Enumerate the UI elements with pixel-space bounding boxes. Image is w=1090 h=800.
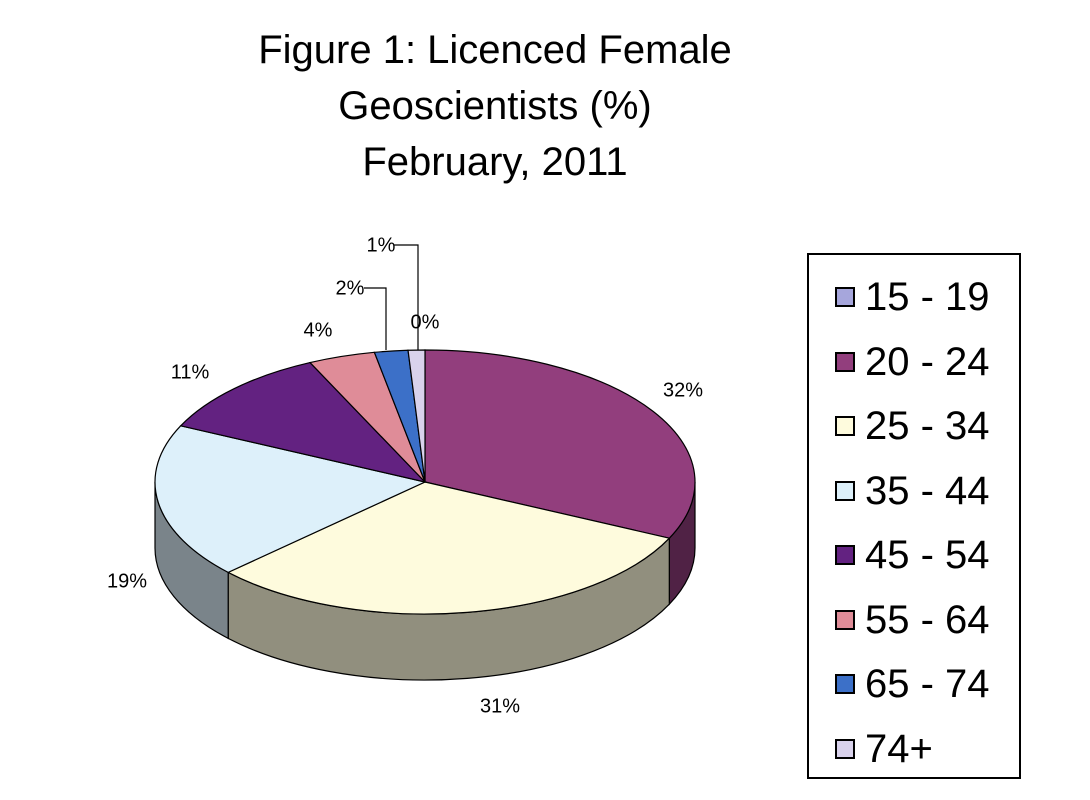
pie-label-45-54: 11% xyxy=(171,361,210,383)
legend-item-74: 74+ xyxy=(835,727,933,771)
pie-slice-74 xyxy=(407,349,426,483)
chart-title-line-2: Geoscientists (%) xyxy=(338,84,652,128)
pie-label-25-34: 31% xyxy=(480,695,520,717)
legend-label: 25 - 34 xyxy=(865,404,990,448)
pie-slice-45-54 xyxy=(179,361,427,484)
pie-labels: 0% 32% 31% 19% 11% 4%2%1% xyxy=(107,234,703,717)
pie-label-74: 1% xyxy=(367,234,396,256)
legend-label: 15 - 19 xyxy=(865,275,990,319)
chart-title-line-3: February, 2011 xyxy=(362,140,628,184)
pie-slice-25-34 xyxy=(226,481,671,615)
legend-item-35-44: 35 - 44 xyxy=(835,469,990,513)
pie-leader-lines xyxy=(364,244,419,350)
legend-label: 65 - 74 xyxy=(865,662,990,706)
legend-item-65-74: 65 - 74 xyxy=(835,662,990,706)
legend-swatch xyxy=(835,674,855,694)
pie-label-35-44: 19% xyxy=(107,570,147,592)
legend-item-45-54: 45 - 54 xyxy=(835,533,990,577)
pie-tops xyxy=(154,349,696,615)
pie-label-20-24: 32% xyxy=(663,379,703,401)
legend-label: 20 - 24 xyxy=(865,339,990,384)
pie-leader-65-74 xyxy=(364,287,387,350)
legend-swatch xyxy=(835,545,855,565)
legend-item-20-24: 20 - 24 xyxy=(835,340,990,384)
chart-title: Figure 1: Licenced Female Geoscientists … xyxy=(150,22,840,190)
legend-item-25-34: 25 - 34 xyxy=(835,404,990,448)
pie-label-55-64: 4% xyxy=(304,319,333,341)
legend-swatch xyxy=(835,416,855,436)
legend-item-55-64: 55 - 64 xyxy=(835,598,990,642)
legend-swatch xyxy=(835,480,855,501)
legend-swatch xyxy=(835,609,855,630)
legend-swatch xyxy=(835,287,855,307)
legend-label: 35 - 44 xyxy=(865,468,990,513)
chart-title-line-1: Figure 1: Licenced Female xyxy=(258,28,732,72)
pie-leader-74 xyxy=(394,244,419,350)
legend-swatch xyxy=(835,351,855,372)
legend-label: 55 - 64 xyxy=(865,597,990,642)
pie-slice-20-24 xyxy=(424,349,696,539)
legend-label: 45 - 54 xyxy=(865,533,990,577)
pie-label-65-74: 2% xyxy=(336,277,365,299)
pie-label-15-19: 0% xyxy=(411,311,440,333)
pie-slice-35-44 xyxy=(154,425,427,574)
legend: 15 - 19 20 - 24 25 - 34 35 - 44 45 - 54 55 - … xyxy=(807,253,1021,779)
legend-item-15-19: 15 - 19 xyxy=(835,275,990,319)
legend-swatch xyxy=(835,738,855,759)
legend-label: 74+ xyxy=(865,726,933,771)
